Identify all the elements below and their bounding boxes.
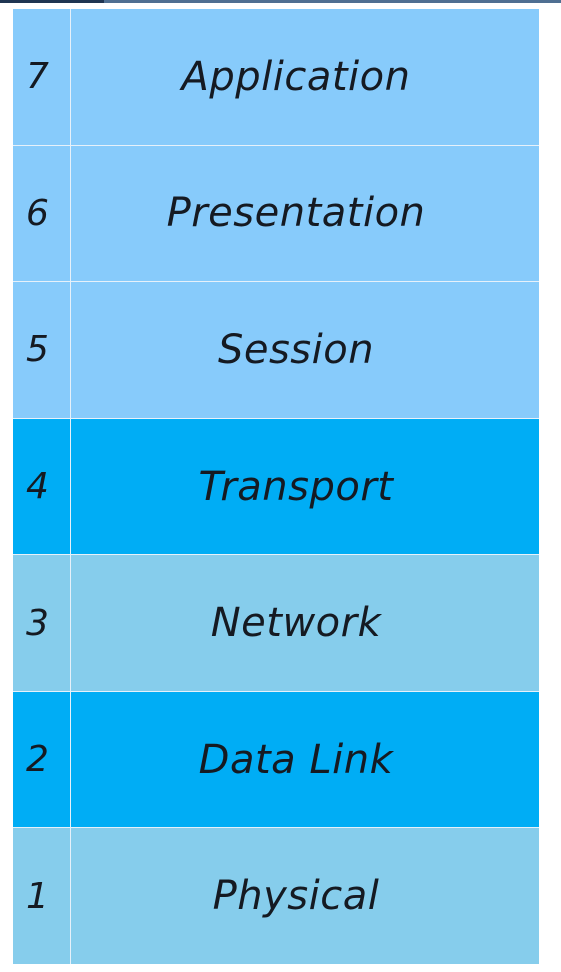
layer-row-6: 6 Presentation <box>13 145 539 283</box>
layer-row-1: 1 Physical <box>13 828 539 965</box>
layer-row-7: 7 Application <box>13 9 539 146</box>
layer-name: Data Link <box>198 736 394 783</box>
layer-name: Transport <box>198 463 394 510</box>
layer-row-5: 5 Session <box>13 282 539 419</box>
layer-name: Network <box>210 600 382 647</box>
layer-number: 1 <box>13 828 71 965</box>
layer-name: Application <box>181 53 411 100</box>
layer-number: 7 <box>13 9 71 145</box>
layer-number: 3 <box>13 555 71 691</box>
layer-row-2: 2 Data Link <box>13 691 539 829</box>
layer-name: Presentation <box>166 190 426 237</box>
layer-number: 6 <box>13 145 71 282</box>
layer-name: Physical <box>212 873 380 920</box>
layer-number: 5 <box>13 282 71 418</box>
top-bar-right <box>104 0 561 3</box>
layer-number: 4 <box>13 418 71 555</box>
osi-layer-table: 7 Application 6 Presentation 5 Session 4… <box>13 9 539 965</box>
top-bar-left <box>0 0 104 3</box>
layer-row-3: 3 Network <box>13 555 539 692</box>
layer-row-4: 4 Transport <box>13 418 539 556</box>
layer-name: Session <box>217 326 375 373</box>
layer-number: 2 <box>13 691 71 828</box>
